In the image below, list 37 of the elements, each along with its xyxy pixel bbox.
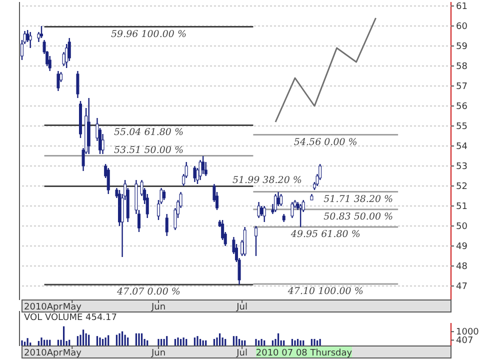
series-label: 51.99 38.20 %: [232, 175, 302, 186]
series-label: 50.83 50.00 %: [324, 211, 394, 222]
series-label: 47.07 0.00 %: [116, 286, 180, 298]
series-label: 49.95 61.80 %: [290, 229, 360, 240]
y-tick-label: 57: [456, 82, 468, 92]
y-tick-label: 1000: [456, 328, 480, 338]
series-label: 47.10 100.00 %: [286, 286, 364, 297]
series-label: 59.96 100.00 %: [110, 28, 187, 40]
series-label: 54.56 0.00 %: [294, 136, 358, 148]
y-tick-label: 59: [456, 42, 468, 52]
y-tick-label: 49: [456, 242, 468, 252]
y-tick-label: 407: [456, 336, 474, 346]
x-tick-label: Jul: [236, 348, 248, 358]
series-label: 55.04 61.80 %: [114, 127, 184, 138]
x-tick-label: May: [62, 302, 82, 312]
chart-title: VOL VOLUME 454.17: [24, 313, 117, 323]
y-tick-label: 61: [456, 2, 468, 12]
x-tick-label: May: [62, 348, 82, 358]
line-series: [274, 17, 377, 123]
y-tick-label: 47: [456, 282, 468, 292]
y-tick-label: 52: [456, 182, 468, 192]
y-tick-label: 60: [456, 22, 468, 32]
series-label: 53.51 50.00 %: [114, 144, 184, 156]
series-label: 51.71 38.20 %: [324, 194, 394, 205]
x-tick-label: 2010Apr: [24, 302, 63, 312]
y-tick-label: 55: [456, 122, 468, 132]
y-tick-label: 53: [456, 162, 468, 172]
x-tick-label: Jun: [150, 302, 166, 312]
x-tick-label: Jun: [150, 348, 166, 358]
y-tick-label: 51: [456, 202, 468, 212]
y-tick-label: 58: [456, 62, 468, 72]
y-tick-label: 50: [456, 222, 468, 232]
x-tick-label: 2010Apr: [24, 348, 63, 358]
y-tick-label: 48: [456, 262, 468, 272]
x-tick-label: Jul: [236, 302, 248, 312]
y-tick-label: 54: [456, 142, 468, 152]
y-tick-label: 56: [456, 102, 468, 112]
